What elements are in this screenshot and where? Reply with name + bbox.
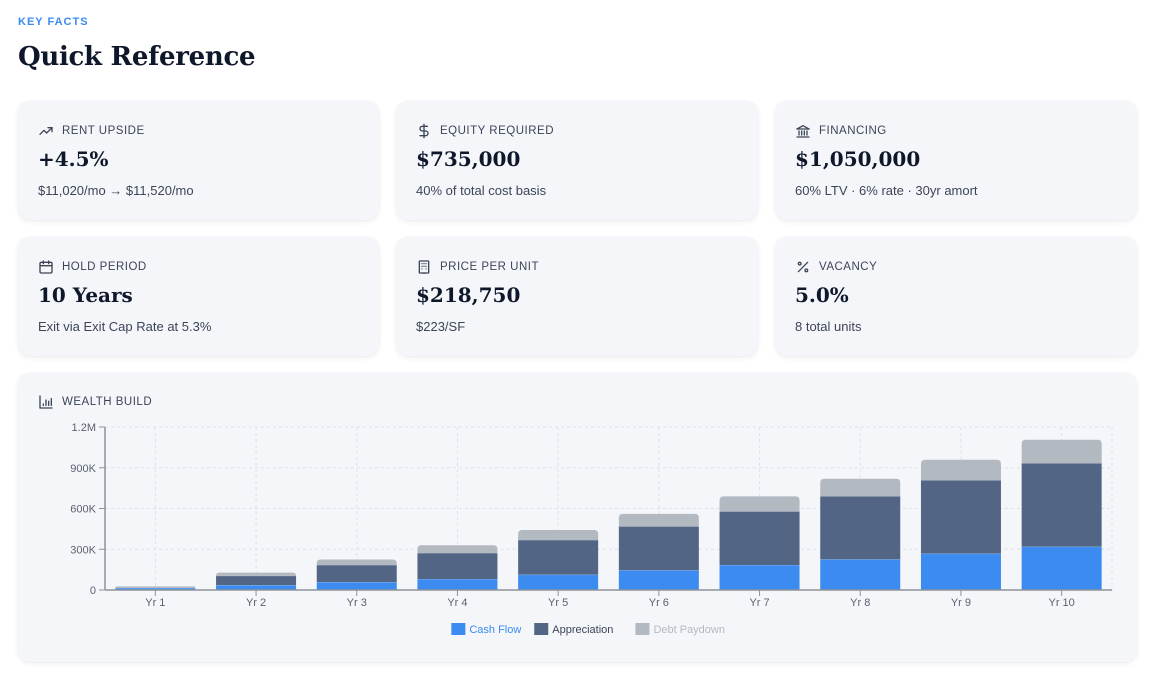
stat-card-hold-period: HOLD PERIOD 10 Years Exit via Exit Cap R… [18, 237, 379, 356]
stat-subtext: $223/SF [416, 319, 466, 334]
bar-chart-icon [39, 395, 53, 409]
stat-card-equity-required: EQUITY REQUIRED $735,000 40% of total co… [396, 101, 758, 220]
stat-subtext: Exit via Exit Cap Rate at 5.3% [38, 319, 212, 334]
calendar-icon [39, 260, 53, 274]
stat-subtext: 40% of total cost basis [416, 183, 547, 198]
dollar-icon [419, 123, 429, 139]
stat-value: $218,750 [416, 283, 521, 307]
stat-value: +4.5% [38, 147, 109, 171]
percent-icon [797, 261, 809, 273]
bank-icon [796, 125, 810, 138]
stat-label: EQUITY REQUIRED [440, 125, 554, 137]
stat-subtext: $11,020/mo → $11,520/mo [38, 183, 194, 198]
stat-card-financing: FINANCING $1,050,000 60% LTV · 6% rate ·… [775, 101, 1137, 220]
stat-value: $735,000 [416, 147, 521, 171]
page-title: Quick Reference [18, 42, 256, 72]
trending-up-icon [39, 127, 53, 135]
stat-subtext: 8 total units [795, 319, 862, 334]
wealth-build-card: WEALTH BUILD [18, 373, 1137, 662]
eyebrow-label: KEY FACTS [18, 16, 89, 28]
stat-label: RENT UPSIDE [62, 125, 145, 137]
stat-value: $1,050,000 [795, 147, 921, 171]
building-icon [418, 260, 430, 274]
stat-label: PRICE PER UNIT [440, 261, 540, 273]
stat-label: HOLD PERIOD [62, 261, 147, 273]
stat-label: VACANCY [819, 261, 878, 273]
stat-card-price-per-unit: PRICE PER UNIT $218,750 $223/SF [396, 237, 758, 356]
stat-label: FINANCING [819, 125, 887, 137]
stat-card-rent-upside: RENT UPSIDE +4.5% $11,020/mo → $11,520/m… [18, 101, 379, 220]
chart-title: WEALTH BUILD [62, 396, 153, 408]
stat-card-vacancy: VACANCY 5.0% 8 total units [775, 237, 1137, 356]
stat-value: 10 Years [38, 283, 133, 307]
stat-value: 5.0% [795, 283, 849, 307]
stat-subtext: 60% LTV · 6% rate · 30yr amort [795, 183, 978, 198]
